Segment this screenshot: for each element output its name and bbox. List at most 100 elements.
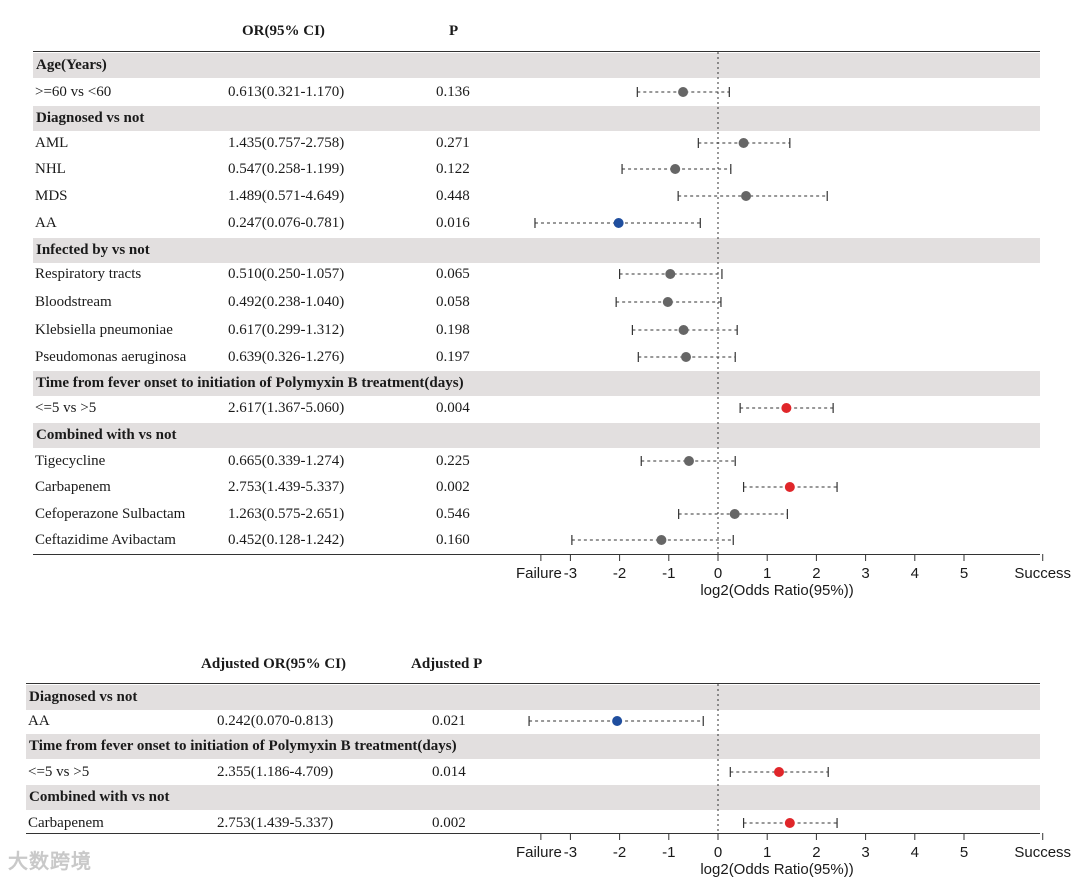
point-estimate — [784, 482, 795, 492]
group-band — [26, 734, 1040, 759]
point-estimate — [781, 403, 792, 413]
row-p-value: 0.448 — [436, 188, 470, 204]
point-estimate — [665, 269, 676, 279]
x-tick-label: -2 — [613, 844, 626, 861]
point-estimate — [678, 87, 689, 97]
x-axis-label: log2(Odds Ratio(95%)) — [700, 582, 853, 599]
group-band — [33, 423, 1040, 448]
top-rule — [33, 51, 1040, 52]
row-or-ci: 2.753(1.439-5.337) — [228, 479, 345, 495]
row-p-value: 0.198 — [436, 322, 470, 338]
row-or-ci: 0.242(0.070-0.813) — [217, 713, 334, 729]
point-estimate — [741, 191, 752, 201]
row-p-value: 0.160 — [436, 532, 470, 548]
group-band — [26, 785, 1040, 810]
ci-item — [534, 218, 701, 228]
column-header-p: Adjusted P — [411, 656, 483, 672]
point-estimate — [738, 138, 749, 148]
ci-item — [742, 482, 838, 492]
row-p-value: 0.002 — [436, 479, 470, 495]
row-label: AML — [35, 135, 69, 151]
point-estimate — [681, 352, 692, 362]
row-label: Carbapenem — [28, 815, 104, 831]
group-label: Time from fever onset to initiation of P… — [36, 375, 464, 391]
row-label: AA — [35, 215, 57, 231]
ci-item — [618, 269, 723, 279]
column-header-or: OR(95% CI) — [242, 23, 325, 39]
x-tick-label: -3 — [564, 565, 577, 582]
column-header-p: P — [449, 23, 459, 39]
row-p-value: 0.058 — [436, 294, 470, 310]
row-p-value: 0.004 — [436, 400, 470, 416]
point-estimate — [784, 818, 795, 828]
row-label: Cefoperazone Sulbactam — [35, 506, 186, 522]
row-label: MDS — [35, 188, 68, 204]
point-estimate — [678, 325, 689, 335]
ci-item — [528, 716, 704, 726]
point-estimate — [662, 297, 673, 307]
group-label: Combined with vs not — [29, 789, 170, 805]
row-label: <=5 vs >5 — [35, 400, 97, 416]
row-p-value: 0.122 — [436, 161, 470, 177]
column-header-or: Adjusted OR(95% CI) — [201, 656, 347, 672]
x-tick-label: 4 — [911, 565, 919, 582]
failure-label: Failure — [516, 844, 562, 861]
row-or-ci: 0.665(0.339-1.274) — [228, 453, 345, 469]
ci-item — [678, 509, 788, 519]
success-label: Success — [1014, 844, 1071, 861]
ci-item — [637, 352, 736, 362]
x-tick-label: -1 — [662, 565, 675, 582]
ci-item — [739, 403, 834, 413]
group-label: Age(Years) — [36, 57, 107, 73]
ci-item — [640, 456, 736, 466]
x-tick-label: -3 — [564, 844, 577, 861]
top-rule — [26, 683, 1040, 684]
row-label: >=60 vs <60 — [35, 84, 112, 100]
x-tick-label: 2 — [812, 844, 820, 861]
group-label: Diagnosed vs not — [29, 689, 138, 705]
x-tick-label: 4 — [911, 844, 919, 861]
row-or-ci: 1.435(0.757-2.758) — [228, 135, 345, 151]
row-label: Pseudomonas aeruginosa — [35, 349, 187, 365]
x-tick-label: 3 — [861, 844, 869, 861]
row-label: NHL — [35, 161, 66, 177]
row-p-value: 0.197 — [436, 349, 470, 365]
row-p-value: 0.021 — [432, 713, 466, 729]
ci-item — [571, 535, 734, 545]
ci-item — [729, 767, 829, 777]
ci-item — [742, 818, 838, 828]
group-band — [26, 685, 1040, 710]
ci-item — [677, 191, 828, 201]
ci-item — [636, 87, 730, 97]
row-label: Respiratory tracts — [35, 266, 142, 282]
row-label: Bloodstream — [35, 294, 112, 310]
row-or-ci: 0.452(0.128-1.242) — [228, 532, 345, 548]
point-estimate — [729, 509, 740, 519]
row-or-ci: 0.492(0.238-1.040) — [228, 294, 345, 310]
success-label: Success — [1014, 565, 1071, 582]
row-or-ci: 2.753(1.439-5.337) — [217, 815, 334, 831]
group-label: Infected by vs not — [36, 242, 150, 258]
x-tick-label: -2 — [613, 565, 626, 582]
x-tick-label: 5 — [960, 844, 968, 861]
row-p-value: 0.225 — [436, 453, 470, 469]
row-or-ci: 0.510(0.250-1.057) — [228, 266, 345, 282]
ci-item — [615, 297, 722, 307]
group-band — [33, 238, 1040, 263]
row-label: Ceftazidime Avibactam — [35, 532, 176, 548]
row-label: AA — [28, 713, 50, 729]
row-or-ci: 0.547(0.258-1.199) — [228, 161, 345, 177]
row-p-value: 0.065 — [436, 266, 470, 282]
x-tick-label: 3 — [861, 565, 869, 582]
group-label: Diagnosed vs not — [36, 110, 145, 126]
bottom-rule — [33, 554, 1040, 555]
row-or-ci: 0.617(0.299-1.312) — [228, 322, 345, 338]
row-or-ci: 0.613(0.321-1.170) — [228, 84, 345, 100]
row-p-value: 0.016 — [436, 215, 470, 231]
point-estimate — [656, 535, 667, 545]
row-or-ci: 1.263(0.575-2.651) — [228, 506, 345, 522]
row-label: Tigecycline — [35, 453, 106, 469]
point-estimate — [683, 456, 694, 466]
point-estimate — [774, 767, 785, 777]
